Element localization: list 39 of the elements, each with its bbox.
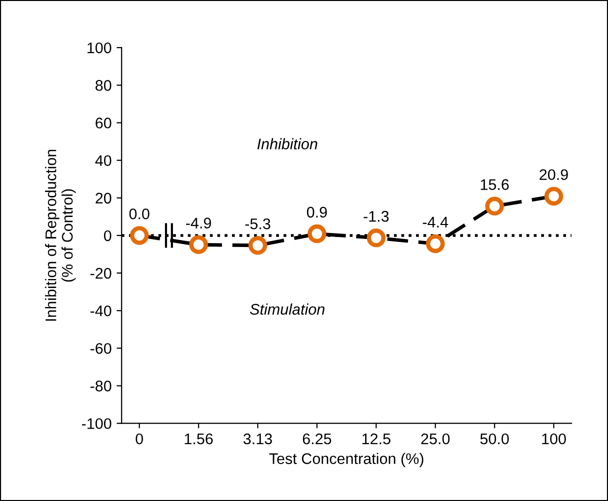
x-tick-label: 1.56	[184, 433, 213, 444]
y-tick-label: 60	[96, 118, 112, 128]
data-label: 0.9	[306, 206, 327, 218]
y-tick-label: -40	[90, 305, 112, 316]
x-tick-label: 50.0	[480, 433, 509, 444]
point	[366, 228, 386, 248]
x-tick-label: 12.5	[362, 433, 390, 444]
x-tick-label: 3.13	[243, 433, 272, 444]
point	[485, 196, 504, 216]
point	[248, 236, 268, 255]
x-tick-label: 25.0	[421, 433, 450, 444]
y-tick-label: -100	[82, 418, 112, 430]
y-tick-label: 0	[104, 230, 112, 242]
x-tick-label: 6.25	[302, 433, 332, 444]
y-tick-label: -60	[90, 343, 112, 354]
data-label: -4.4	[422, 216, 448, 228]
data-label: -5.3	[245, 218, 270, 230]
data-label: -4.9	[186, 218, 211, 229]
data-label: 0.0	[129, 208, 150, 220]
point	[189, 235, 208, 254]
x-tick-label: 100	[542, 433, 566, 444]
point	[426, 234, 445, 254]
x-axis-title: Test Concentration (%)	[269, 452, 424, 468]
y-axis-title: Inhibition of Reproduction (% of Control)	[45, 150, 76, 321]
data-label: 20.9	[540, 169, 568, 180]
y-tick-label: 80	[96, 80, 112, 91]
y-tick-label: 100	[88, 42, 112, 54]
data-label: 15.6	[480, 179, 509, 190]
annotation: Inhibition	[257, 138, 318, 150]
y-tick-label: 20	[96, 192, 112, 204]
point	[130, 226, 149, 245]
x-tick-label: 0	[136, 433, 144, 444]
y-tick-label: -20	[90, 268, 112, 279]
annotation: Stimulation	[250, 304, 324, 315]
y-tick-label: -80	[90, 380, 112, 392]
y-tick-label: 40	[95, 155, 112, 166]
point	[544, 186, 564, 206]
point	[308, 224, 326, 244]
data-label: -1.3	[364, 210, 389, 222]
